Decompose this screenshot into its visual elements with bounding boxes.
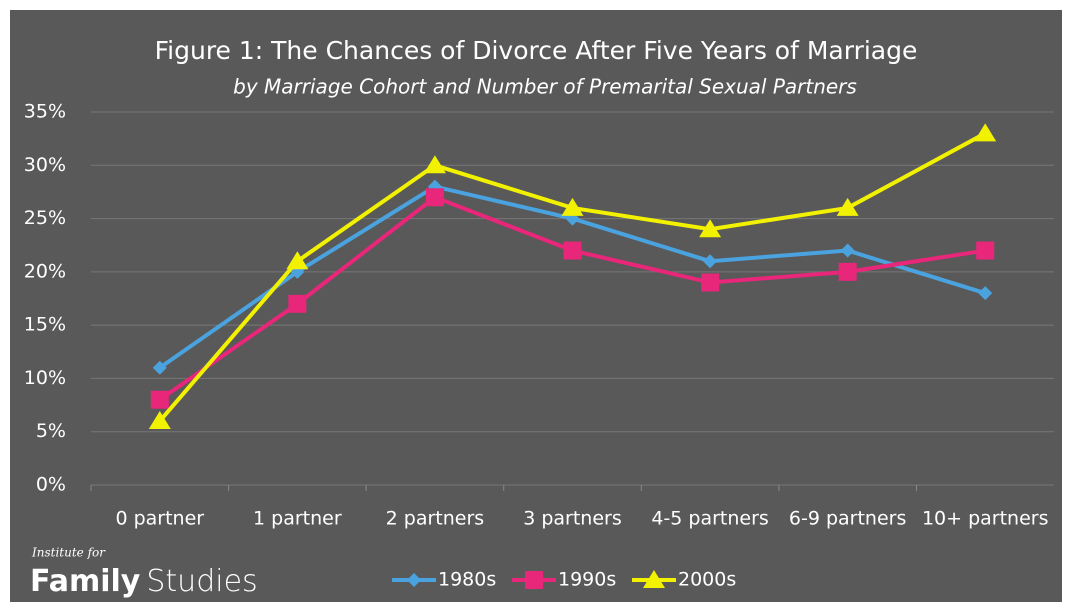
y-tick-label: 30% (24, 154, 66, 176)
marker (974, 123, 997, 142)
marker (838, 262, 857, 281)
marker (286, 251, 309, 270)
marker (563, 241, 582, 260)
y-tick-label: 25% (24, 207, 66, 229)
x-tick-label: 2 partners (386, 508, 485, 530)
x-tick-label: 10+ partners (922, 508, 1049, 530)
marker (836, 197, 859, 216)
x-tick-label: 6-9 partners (789, 508, 906, 530)
legend-label: 1980s (438, 569, 496, 591)
chart-title: Figure 1: The Chances of Divorce After F… (155, 36, 918, 65)
marker (525, 571, 543, 589)
marker (425, 188, 444, 207)
marker (423, 155, 446, 174)
marker (703, 254, 718, 269)
y-tick-label: 15% (24, 314, 66, 336)
x-tick-label: 4-5 partners (651, 508, 768, 530)
brand-small: Institute for (31, 546, 106, 560)
background (10, 10, 1062, 602)
marker (150, 390, 169, 409)
marker (561, 197, 584, 216)
brand-light: Studies (146, 564, 257, 599)
y-tick-label: 10% (24, 367, 66, 389)
chart-subtitle: by Marriage Cohort and Number of Premari… (233, 75, 857, 99)
y-tick-label: 5% (36, 420, 66, 442)
x-tick-label: 3 partners (523, 508, 622, 530)
x-tick-label: 1 partner (253, 508, 342, 530)
marker (699, 219, 722, 238)
marker (978, 286, 993, 301)
x-tick-label: 0 partner (115, 508, 204, 530)
marker (976, 241, 995, 260)
brand-bold: Family (30, 564, 141, 599)
y-tick-label: 20% (24, 260, 66, 282)
marker (152, 360, 167, 375)
legend-label: 1990s (558, 569, 616, 591)
marker (407, 573, 421, 587)
marker (288, 294, 307, 313)
marker (148, 411, 171, 430)
marker (840, 243, 855, 258)
y-tick-label: 35% (24, 101, 66, 123)
marker (701, 273, 720, 292)
marker (643, 570, 665, 588)
legend-label: 2000s (678, 569, 736, 591)
brand-name: Family Studies (30, 564, 258, 599)
y-tick-label: 0% (36, 474, 66, 496)
